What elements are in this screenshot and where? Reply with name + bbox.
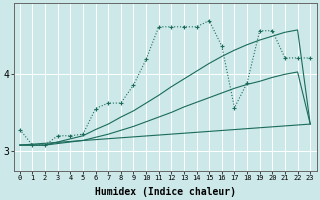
X-axis label: Humidex (Indice chaleur): Humidex (Indice chaleur) (94, 186, 236, 197)
